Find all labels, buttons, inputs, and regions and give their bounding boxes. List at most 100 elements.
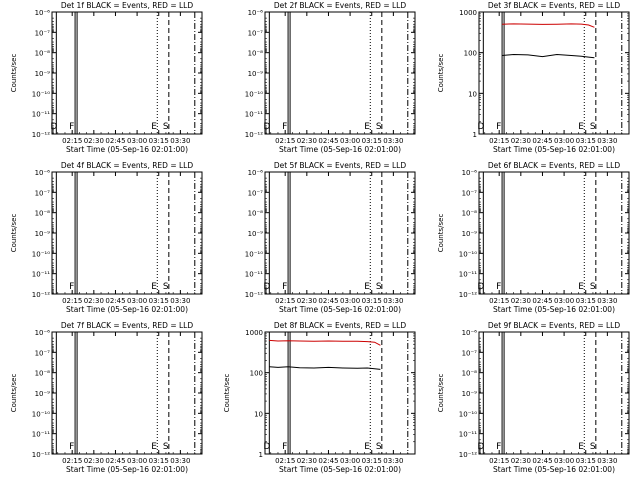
plot-frame xyxy=(478,171,630,295)
marker-label: D xyxy=(263,282,270,292)
y-tick-label: 10⁻⁶ xyxy=(248,9,264,17)
plot-frame xyxy=(51,11,203,135)
x-tick-label: 03:30 xyxy=(170,297,190,305)
y-tick-label: 10⁻¹⁰ xyxy=(32,90,50,98)
x-tick-label: 02:45 xyxy=(105,297,125,305)
x-tick-label: 03:15 xyxy=(576,137,596,145)
y-tick-label: 10⁻¹² xyxy=(459,291,477,299)
x-tick-label: 03:15 xyxy=(362,137,382,145)
x-tick-label: 02:15 xyxy=(62,137,82,145)
chart-panel: Det 8f BLACK = Events, RED = LLD 1000 100 1… xyxy=(223,321,416,474)
marker-label: F xyxy=(282,122,287,132)
y-tick-label: 10 xyxy=(254,410,263,418)
y-tick-label: 1 xyxy=(259,451,263,459)
chart-panel: Det 2f BLACK = Events, RED = LLD 10⁻⁶ 10⁻⁷… xyxy=(245,1,416,154)
y-tick-label: 10⁻⁸ xyxy=(462,370,478,378)
marker-label: E xyxy=(151,442,157,452)
marker-label: S xyxy=(376,442,382,452)
marker-label: S xyxy=(163,442,169,452)
y-tick-label: 100 xyxy=(250,370,263,378)
y-tick-label: 10⁻¹² xyxy=(245,131,263,139)
x-tick-label: 03:15 xyxy=(576,457,596,465)
marker-label: F xyxy=(496,442,501,452)
y-axis-label: Counts/sec xyxy=(10,374,18,413)
x-tick-label: 02:30 xyxy=(84,457,104,465)
x-tick-label: 03:00 xyxy=(340,297,360,305)
marker-label: E xyxy=(151,282,157,292)
y-axis-label: Counts/sec xyxy=(437,374,445,413)
marker-label: F xyxy=(496,122,501,132)
y-tick-label: 10⁻⁹ xyxy=(248,230,264,238)
x-tick-label: 02:30 xyxy=(297,137,317,145)
x-tick-label: 02:15 xyxy=(275,297,295,305)
y-tick-label: 10⁻¹¹ xyxy=(245,111,263,119)
y-tick-label: 10⁻¹¹ xyxy=(32,431,50,439)
x-tick-label: 03:30 xyxy=(170,457,190,465)
events-series-line xyxy=(269,366,381,370)
y-tick-label: 10⁻⁷ xyxy=(35,349,51,357)
y-tick-label: 10⁻⁷ xyxy=(248,189,264,197)
marker-label: E xyxy=(151,122,157,132)
plot-frame xyxy=(51,171,203,295)
marker-label: D xyxy=(50,122,57,132)
y-tick-label: 1000 xyxy=(245,329,263,337)
y-tick-label: 10⁻¹² xyxy=(245,291,263,299)
chart-title: Det 9f BLACK = Events, RED = LLD xyxy=(488,321,621,330)
y-tick-label: 10⁻⁹ xyxy=(35,390,51,398)
x-tick-label: 02:45 xyxy=(318,137,338,145)
y-tick-label: 10⁻⁷ xyxy=(462,349,478,357)
y-tick-label: 1000 xyxy=(459,9,477,17)
x-tick-label: 03:15 xyxy=(149,297,169,305)
x-tick-label: 03:30 xyxy=(597,457,617,465)
x-tick-label: 02:45 xyxy=(318,297,338,305)
marker-label: S xyxy=(590,442,596,452)
x-tick-label: 03:15 xyxy=(149,137,169,145)
x-tick-label: 02:30 xyxy=(84,137,104,145)
y-tick-label: 10⁻¹⁰ xyxy=(459,250,477,258)
plot-frame xyxy=(264,331,416,455)
y-tick-label: 10⁻¹⁰ xyxy=(245,90,263,98)
y-axis-label: Counts/sec xyxy=(437,54,445,93)
marker-label: D xyxy=(477,442,484,452)
y-tick-label: 10⁻¹¹ xyxy=(245,271,263,279)
chart-panel: Det 9f BLACK = Events, RED = LLD 10⁻⁶ 10⁻⁷… xyxy=(437,321,630,474)
x-tick-label: 03:00 xyxy=(127,457,147,465)
x-axis-label: Start Time (05-Sep-16 02:01:00) xyxy=(493,145,615,154)
chart-title: Det 1f BLACK = Events, RED = LLD xyxy=(61,1,194,10)
x-tick-label: 02:45 xyxy=(532,137,552,145)
y-tick-label: 100 xyxy=(464,50,477,58)
plot-frame xyxy=(478,11,630,135)
x-tick-label: 02:30 xyxy=(511,297,531,305)
y-tick-label: 10⁻⁹ xyxy=(462,390,478,398)
marker-label: S xyxy=(376,122,382,132)
y-tick-label: 10⁻⁶ xyxy=(462,329,478,337)
x-tick-label: 02:15 xyxy=(62,457,82,465)
x-axis-label: Start Time (05-Sep-16 02:01:00) xyxy=(279,465,401,474)
chart-panel: Det 3f BLACK = Events, RED = LLD 1000 100 1… xyxy=(437,1,630,154)
x-tick-label: 03:30 xyxy=(383,297,403,305)
marker-label: F xyxy=(282,282,287,292)
y-tick-label: 10 xyxy=(468,90,477,98)
y-tick-label: 10⁻⁹ xyxy=(35,230,51,238)
x-tick-label: 02:45 xyxy=(532,457,552,465)
marker-label: F xyxy=(69,442,74,452)
y-tick-label: 10⁻⁷ xyxy=(248,29,264,37)
y-tick-label: 10⁻¹⁰ xyxy=(32,410,50,418)
x-tick-label: 02:15 xyxy=(275,137,295,145)
y-axis-label: Counts/sec xyxy=(10,214,18,253)
y-tick-label: 10⁻⁸ xyxy=(462,210,478,218)
x-tick-label: 03:30 xyxy=(383,137,403,145)
marker-label: F xyxy=(496,282,501,292)
chart-panel: Det 7f BLACK = Events, RED = LLD 10⁻⁶ 10⁻⁷… xyxy=(10,321,203,474)
x-tick-label: 03:30 xyxy=(597,297,617,305)
x-tick-label: 03:00 xyxy=(554,137,574,145)
chart-panel: Det 1f BLACK = Events, RED = LLD 10⁻⁶ 10⁻⁷… xyxy=(10,1,203,154)
plot-frame xyxy=(478,331,630,455)
y-tick-label: 10⁻¹⁰ xyxy=(459,410,477,418)
y-tick-label: 10⁻⁷ xyxy=(35,29,51,37)
x-tick-label: 03:30 xyxy=(383,457,403,465)
marker-label: S xyxy=(590,282,596,292)
y-tick-label: 10⁻⁶ xyxy=(35,169,51,177)
x-tick-label: 02:45 xyxy=(318,457,338,465)
